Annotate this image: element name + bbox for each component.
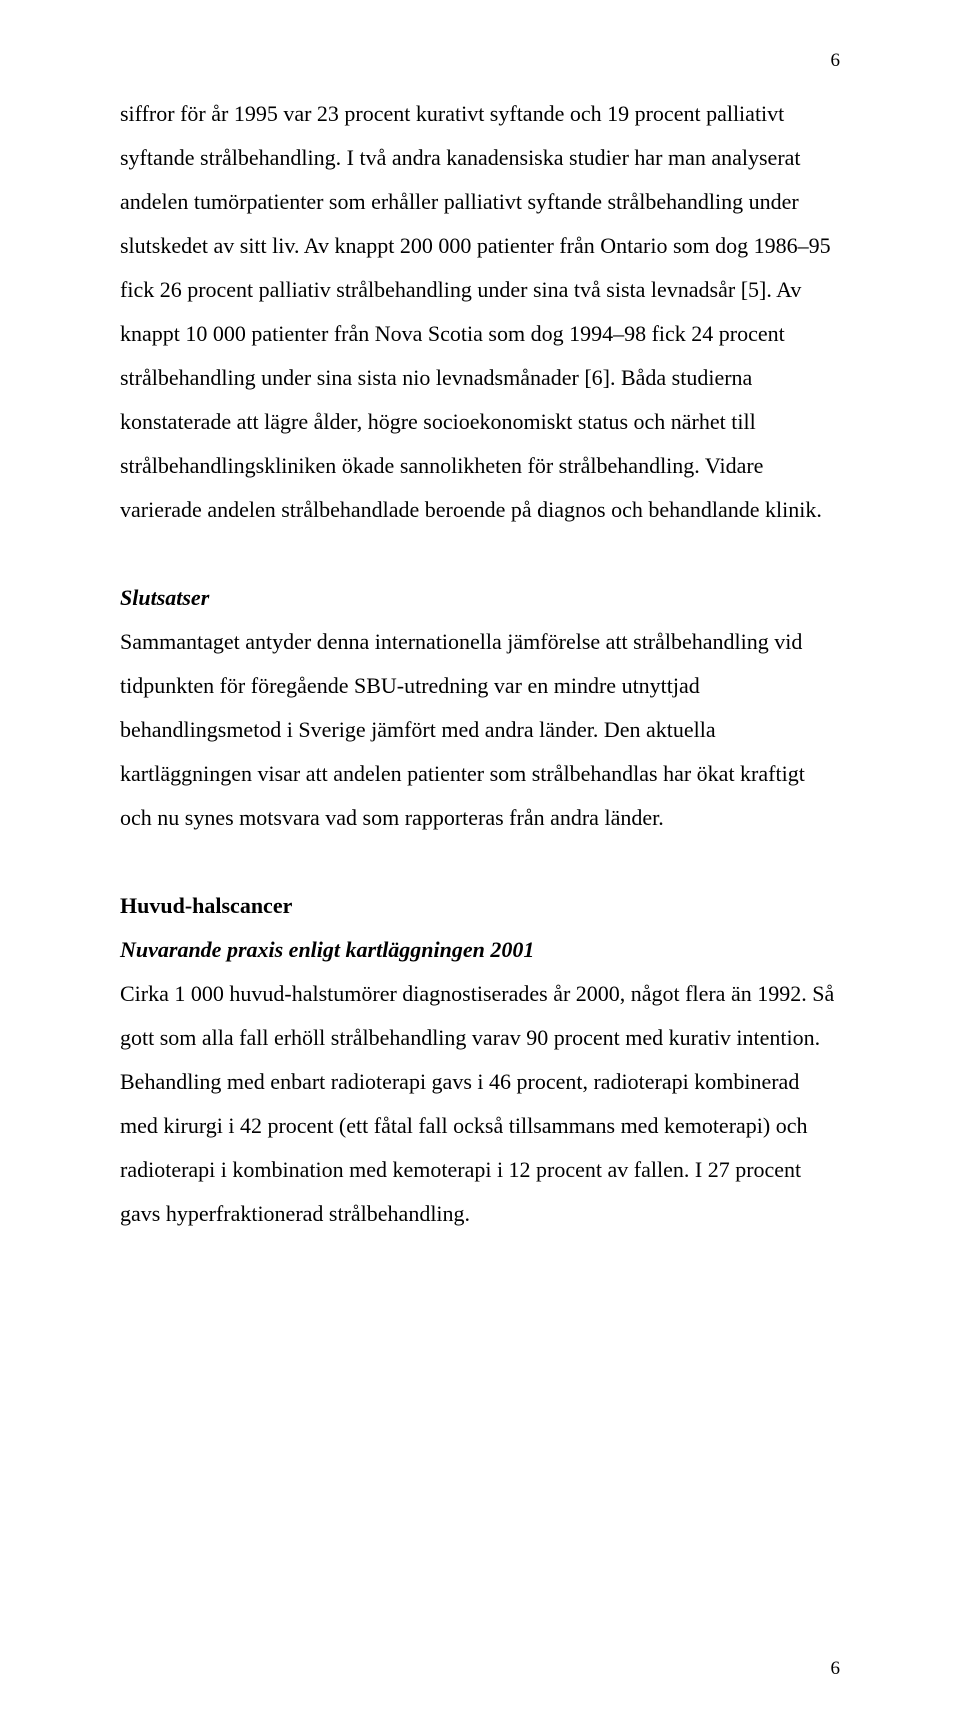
huvud-subheading: Nuvarande praxis enligt kartläggningen 2… — [120, 928, 840, 972]
paragraph-spacer — [120, 840, 840, 884]
page-number-bottom: 6 — [831, 1658, 841, 1680]
slutsatser-heading: Slutsatser — [120, 576, 840, 620]
huvud-halscancer-heading: Huvud-halscancer — [120, 884, 840, 928]
page-content: siffror för år 1995 var 23 procent kurat… — [120, 62, 840, 1236]
page-number-top: 6 — [831, 50, 841, 72]
body-paragraph-1: siffror för år 1995 var 23 procent kurat… — [120, 92, 840, 532]
document-page: 6 siffror för år 1995 var 23 procent kur… — [0, 0, 960, 1726]
body-paragraph-3: Cirka 1 000 huvud-halstumörer diagnostis… — [120, 972, 840, 1236]
body-paragraph-2: Sammantaget antyder denna internationell… — [120, 620, 840, 840]
paragraph-spacer — [120, 532, 840, 576]
